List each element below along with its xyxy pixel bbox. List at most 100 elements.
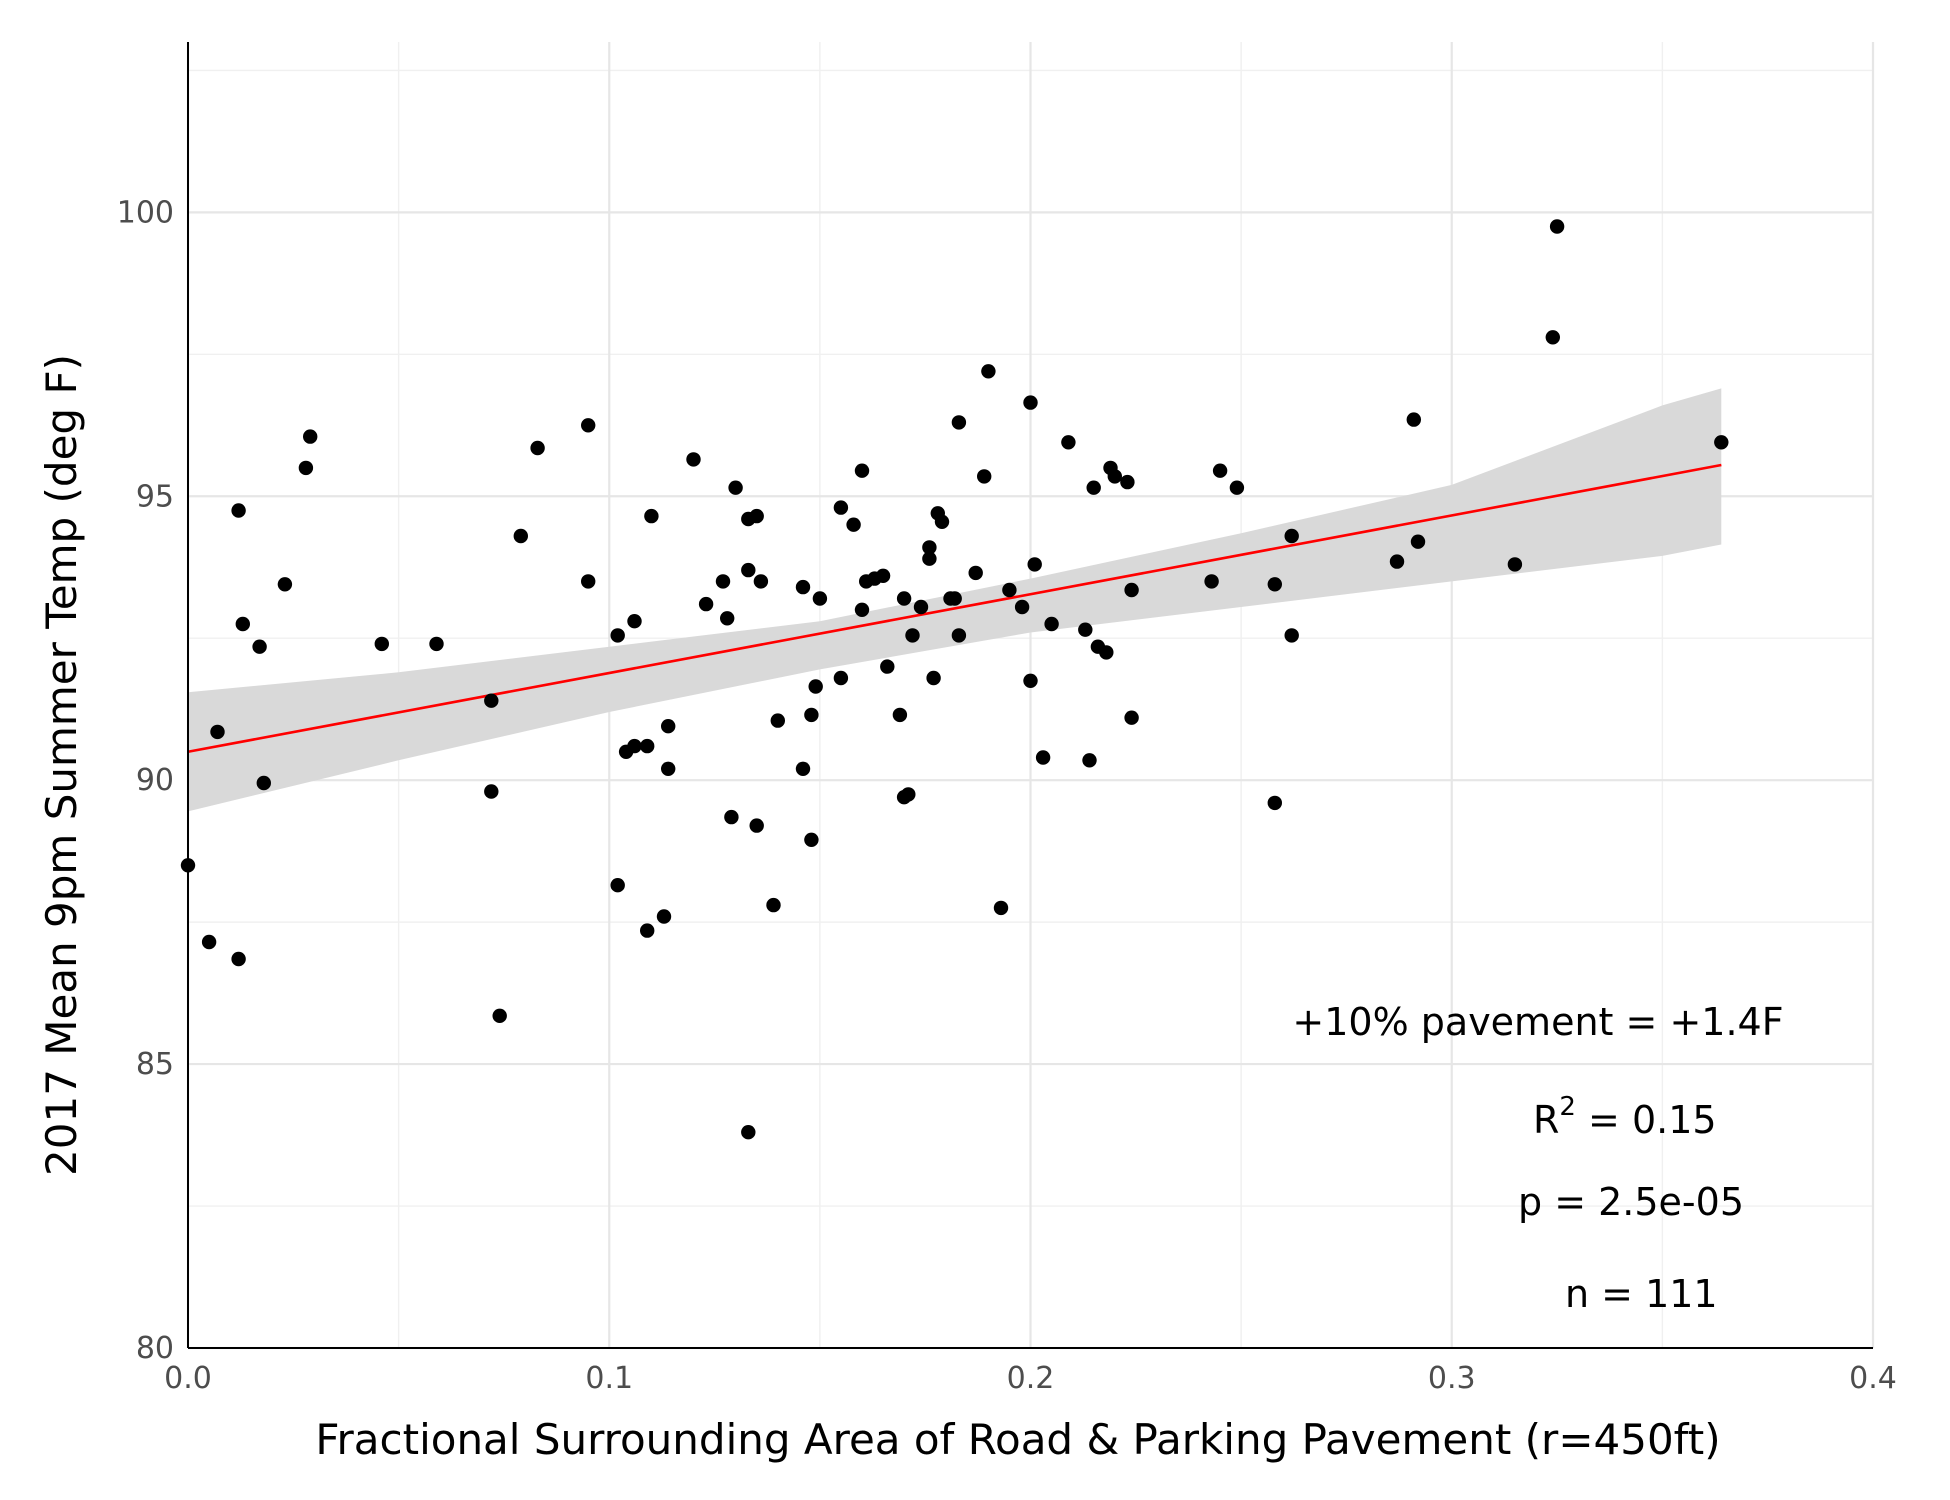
data-point [770,713,785,728]
data-point [210,724,225,740]
data-point [715,574,731,589]
data-point [1082,753,1097,768]
data-point [1124,582,1139,598]
data-point [913,599,929,615]
data-point [530,440,545,456]
data-point [951,415,967,430]
data-point [1410,534,1426,549]
data-point [892,707,908,723]
data-point [1406,412,1422,427]
data-point [1023,395,1038,410]
data-point [926,670,941,686]
y-tick-label: 100 [117,195,174,230]
data-point [627,738,642,754]
data-point [808,679,823,694]
x-tick-label: 0.1 [585,1361,633,1396]
data-point [252,639,267,654]
data-point [720,611,735,626]
data-point [513,528,528,544]
data-point [728,480,743,495]
data-point [627,614,642,629]
data-point [1545,330,1561,345]
data-point [854,602,870,617]
r-squared-superscript: 2 [1559,1092,1576,1122]
y-tick-label: 95 [136,479,174,514]
data-point [1507,557,1523,572]
data-point [1267,577,1283,592]
data-point [256,775,271,791]
data-point [640,923,655,938]
data-point [880,659,895,674]
data-point [581,574,596,589]
data-point [1099,645,1114,660]
data-point [804,832,819,847]
data-point [905,628,920,643]
data-point [1023,673,1038,688]
data-point [1714,435,1729,450]
data-point [749,508,764,524]
data-point [846,517,861,532]
data-point [1212,463,1228,478]
data-point [947,591,962,606]
data-point [833,670,849,686]
data-point [661,719,676,734]
data-point [812,591,828,606]
data-point [922,551,937,566]
data-point [1549,219,1565,234]
data-points [180,219,1729,1140]
data-point [1284,628,1299,643]
data-point [1014,599,1030,615]
data-point [277,577,293,592]
data-point [833,500,849,515]
x-tick-label: 0.0 [164,1361,212,1396]
data-point [1061,435,1076,450]
r-squared-symbol: R [1533,1098,1559,1142]
data-point [610,878,625,893]
major-gridlines [186,42,1875,1350]
y-tick-label: 80 [136,1331,174,1366]
data-point [951,628,967,643]
r-squared-value: = 0.15 [1576,1098,1717,1142]
y-axis-title: 2017 Mean 9pm Summer Temp (deg F) [37,354,86,1176]
y-tick-label: 90 [136,763,174,798]
data-point [981,364,996,379]
data-point [644,508,659,524]
data-point [741,1125,756,1140]
data-point [231,503,246,518]
slope-annotation: +10% pavement = +1.4F [1292,1000,1783,1044]
data-point [235,616,250,632]
data-point [303,429,318,444]
data-point [896,591,912,606]
data-point [724,809,739,825]
data-point [686,452,701,467]
x-tick-label: 0.4 [1849,1361,1897,1396]
data-point [1389,554,1405,569]
data-point [1124,710,1139,725]
data-point [698,596,714,612]
x-tick-label: 0.2 [1007,1361,1055,1396]
data-point [977,469,992,484]
data-point [1120,474,1135,490]
data-point [656,909,672,924]
data-point [749,818,764,833]
p-value-annotation: p = 2.5e-05 [1518,1180,1744,1224]
data-point [795,761,811,776]
data-point [1204,574,1219,589]
data-point [610,628,625,643]
data-point [968,565,983,581]
data-point [1284,528,1299,544]
x-tick-labels: 0.0 0.1 0.2 0.3 0.4 [164,1361,1897,1396]
data-point [766,897,781,913]
data-point [492,1008,507,1023]
data-point [1027,557,1042,572]
data-point [1229,480,1245,495]
data-point [901,787,916,802]
data-point [934,514,950,529]
data-point [1107,469,1123,484]
data-point [231,951,246,967]
data-point [1002,582,1017,598]
data-point [804,707,819,723]
x-axis-title: Fractional Surrounding Area of Road & Pa… [315,1415,1720,1464]
y-tick-labels: 80 85 90 95 100 [117,195,174,1366]
